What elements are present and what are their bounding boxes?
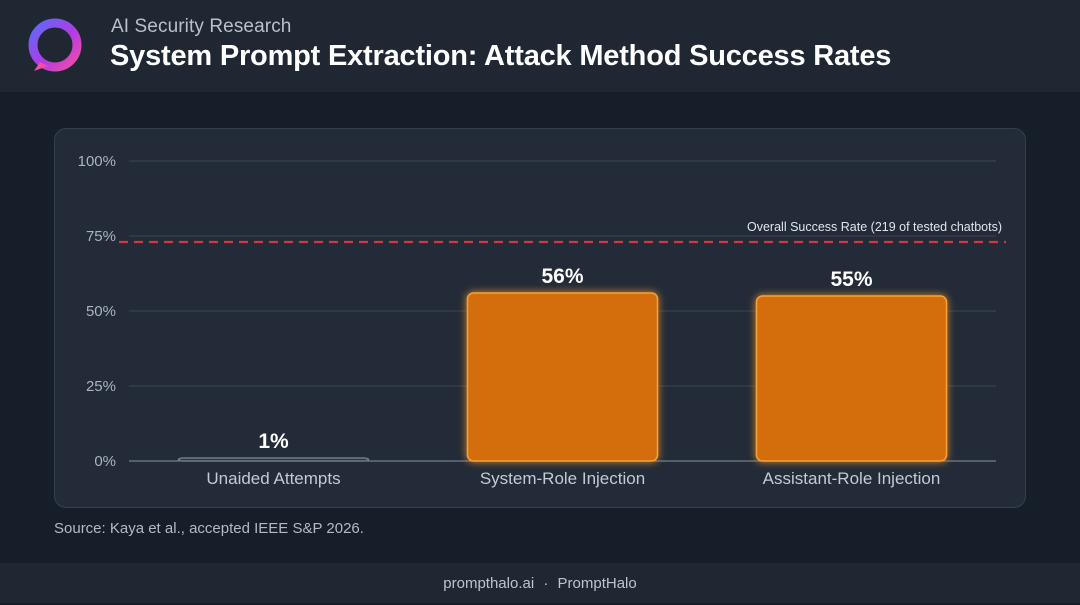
- bar: [466, 292, 659, 462]
- x-category-label: Assistant-Role Injection: [763, 469, 941, 488]
- reference-line-label: Overall Success Rate (219 of tested chat…: [747, 220, 1002, 234]
- y-tick-label: 0%: [94, 453, 116, 470]
- x-category-label: Unaided Attempts: [206, 469, 340, 488]
- footer-bar: prompthalo.ai · PromptHalo: [0, 563, 1080, 603]
- footer-separator: ·: [543, 575, 549, 592]
- page-title: System Prompt Extraction: Attack Method …: [110, 40, 892, 72]
- header-bar: AI Security Research System Prompt Extra…: [0, 0, 1080, 92]
- y-tick-label: 50%: [86, 303, 116, 320]
- y-tick-label: 75%: [86, 228, 116, 245]
- bar-value-label: 1%: [258, 430, 289, 453]
- x-category-label: System-Role Injection: [480, 469, 645, 488]
- bar-value-label: 56%: [541, 265, 583, 288]
- footer-site-link[interactable]: prompthalo.ai: [443, 575, 535, 592]
- bar-chart: 0% 25% 50% 75% 100% Overall Success Rate (219…: [78, 153, 1006, 488]
- footer-brand: PromptHalo: [557, 575, 637, 592]
- bar: [177, 457, 370, 462]
- bar-value-label: 55%: [830, 268, 872, 291]
- y-tick-label: 100%: [78, 153, 116, 170]
- y-tick-label: 25%: [86, 378, 116, 395]
- chart-card: 0% 25% 50% 75% 100% Overall Success Rate (219…: [54, 128, 1026, 508]
- bar: [755, 295, 948, 462]
- page-subtitle: AI Security Research: [111, 16, 292, 37]
- ring-logo-icon: [28, 18, 82, 72]
- source-note: Source: Kaya et al., accepted IEEE S&P 2…: [54, 520, 364, 537]
